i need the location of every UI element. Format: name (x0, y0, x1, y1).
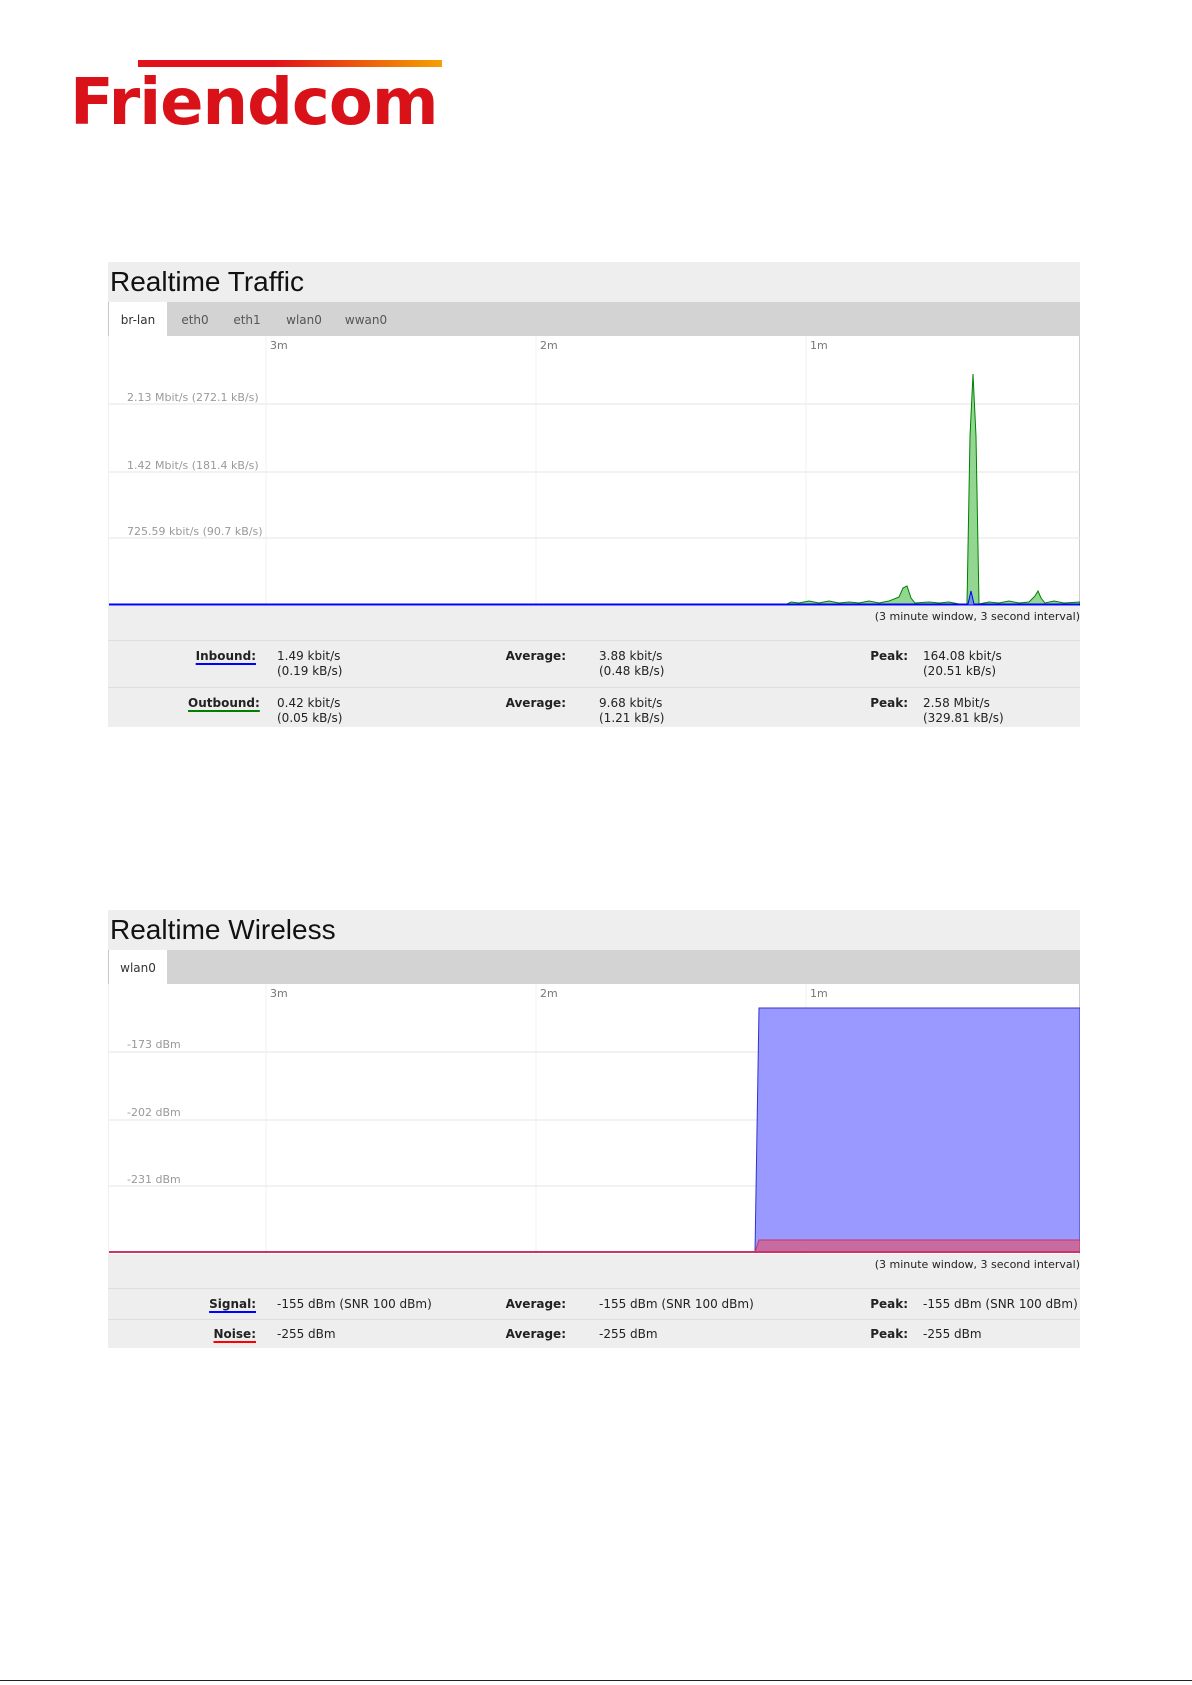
panel-title: Realtime Traffic (108, 262, 1080, 302)
outbound-label: Outbound: (188, 696, 260, 710)
noise-peak-label: Peak: (870, 1327, 908, 1341)
outbound-average-2: (1.21 kB/s) (599, 711, 665, 725)
signal-stats-row: Signal: -155 dBm (SNR 100 dBm) Average: … (108, 1288, 1080, 1319)
window-note: (3 minute window, 3 second interval) (108, 1254, 1080, 1288)
realtime-wireless-panel: Realtime Wireless wlan0 3m 2m 1m -173 dB… (108, 910, 1080, 1348)
inbound-current-1: 1.49 kbit/s (277, 649, 341, 663)
y-label-2: 1.42 Mbit/s (181.4 kB/s) (127, 459, 259, 472)
noise-average-label: Average: (505, 1327, 566, 1341)
tick-label-3m: 3m (270, 987, 288, 1000)
interface-tabs: br-lan eth0 eth1 wlan0 wwan0 (108, 302, 1080, 336)
signal-series (754, 1007, 1080, 1253)
signal-average: -155 dBm (SNR 100 dBm) (599, 1297, 754, 1311)
inbound-average-label: Average: (505, 649, 566, 663)
tick-label-3m: 3m (270, 339, 288, 352)
outbound-current-1: 0.42 kbit/s (277, 696, 341, 710)
tab-wlan0[interactable]: wlan0 (108, 950, 167, 984)
outbound-average-label: Average: (505, 696, 566, 710)
panel-title: Realtime Wireless (108, 910, 1080, 950)
y-label-3: 725.59 kbit/s (90.7 kB/s) (127, 525, 263, 538)
inbound-peak-2: (20.51 kB/s) (923, 664, 997, 678)
signal-peak: -155 dBm (SNR 100 dBm) (923, 1297, 1078, 1311)
y-label-1: -173 dBm (127, 1038, 181, 1051)
noise-peak: -255 dBm (923, 1327, 982, 1341)
inbound-label: Inbound: (195, 649, 256, 663)
y-label-2: -202 dBm (127, 1106, 181, 1119)
inbound-peak-label: Peak: (870, 649, 908, 663)
outbound-stats-row: Outbound: 0.42 kbit/s (0.05 kB/s) Averag… (108, 687, 1080, 727)
tab-eth0[interactable]: eth0 (181, 313, 209, 327)
logo-text: Friendcom (70, 66, 438, 140)
page-bottom-rule (0, 1680, 1192, 1681)
tab-wlan0[interactable]: wlan0 (286, 313, 322, 327)
signal-average-label: Average: (505, 1297, 566, 1311)
outbound-peak-1: 2.58 Mbit/s (923, 696, 990, 710)
outbound-current-2: (0.05 kB/s) (277, 711, 343, 725)
friendcom-logo: Friendcom (70, 60, 450, 140)
y-label-3: -231 dBm (127, 1173, 181, 1186)
signal-peak-label: Peak: (870, 1297, 908, 1311)
outbound-average-1: 9.68 kbit/s (599, 696, 663, 710)
inbound-average-1: 3.88 kbit/s (599, 649, 663, 663)
traffic-graph: 3m 2m 1m 2.13 Mbit/s (272.1 kB/s) 1.42 M… (108, 336, 1080, 606)
wireless-tabs: wlan0 (108, 950, 1080, 984)
tick-label-2m: 2m (540, 987, 558, 1000)
outbound-peak-2: (329.81 kB/s) (923, 711, 1004, 725)
logo-accent-bar (138, 60, 442, 67)
tab-br-lan[interactable]: br-lan (108, 302, 167, 336)
tab-wwan0[interactable]: wwan0 (344, 313, 388, 327)
realtime-traffic-panel: Realtime Traffic br-lan eth0 eth1 wlan0 … (108, 262, 1080, 727)
noise-current: -255 dBm (277, 1327, 336, 1341)
tick-label-1m: 1m (810, 987, 828, 1000)
noise-series-area (754, 1239, 1080, 1253)
tab-eth1[interactable]: eth1 (233, 313, 261, 327)
traffic-graph-svg: 3m 2m 1m 2.13 Mbit/s (272.1 kB/s) 1.42 M… (109, 336, 1080, 606)
noise-label: Noise: (213, 1327, 256, 1341)
signal-label: Signal: (209, 1297, 256, 1311)
noise-average: -255 dBm (599, 1327, 658, 1341)
outbound-series (109, 373, 1080, 606)
outbound-peak-label: Peak: (870, 696, 908, 710)
noise-stats-row: Noise: -255 dBm Average: -255 dBm Peak: … (108, 1319, 1080, 1348)
inbound-peak-1: 164.08 kbit/s (923, 649, 1002, 663)
inbound-series (109, 590, 1080, 606)
wireless-graph: 3m 2m 1m -173 dBm -202 dBm -231 dBm (108, 984, 1080, 1254)
wireless-graph-svg: 3m 2m 1m -173 dBm -202 dBm -231 dBm (109, 984, 1080, 1254)
inbound-average-2: (0.48 kB/s) (599, 664, 665, 678)
y-label-1: 2.13 Mbit/s (272.1 kB/s) (127, 391, 259, 404)
inbound-current-2: (0.19 kB/s) (277, 664, 343, 678)
inbound-stats-row: Inbound: 1.49 kbit/s (0.19 kB/s) Average… (108, 640, 1080, 687)
signal-current: -155 dBm (SNR 100 dBm) (277, 1297, 432, 1311)
tick-label-2m: 2m (540, 339, 558, 352)
tick-label-1m: 1m (810, 339, 828, 352)
window-note: (3 minute window, 3 second interval) (108, 606, 1080, 640)
